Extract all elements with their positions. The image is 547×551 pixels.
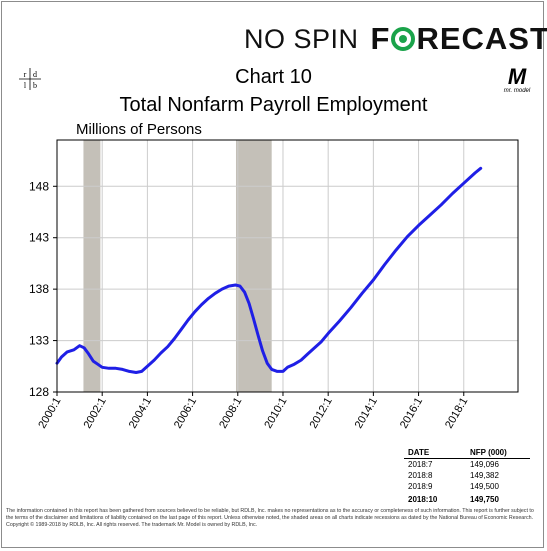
logo-letter: d [33, 70, 37, 79]
x-tick-label: 2010:1 [262, 396, 289, 431]
series-line [55, 166, 483, 374]
y-axis-label: Millions of Persons [76, 121, 202, 138]
latest-values-table: DATE NFP (000) 2018:7 149,096 2018:8 149,38… [404, 448, 530, 505]
x-tick-label: 2014:1 [353, 396, 380, 431]
y-tick-label: 148 [29, 179, 49, 193]
table-row: 2018:9 149,500 [408, 482, 499, 491]
recession-band [83, 140, 101, 392]
y-tick-label: 138 [29, 282, 49, 296]
brand-logo: NO SPIN F RECAST [244, 21, 547, 56]
x-tick-label: 2004:1 [127, 396, 154, 431]
table-header-date: DATE [404, 448, 466, 459]
x-tick-label: 2018:1 [443, 396, 470, 431]
x-tick-label: 2012:1 [308, 396, 335, 431]
brand-part1: NO SPIN [244, 23, 359, 54]
target-icon [391, 27, 416, 51]
logo-letter: l [24, 81, 27, 90]
x-tick-label: 2016:1 [398, 396, 425, 431]
rdlb-logo: r d l b [19, 68, 41, 90]
y-tick-label: 143 [29, 231, 49, 245]
recession-band [235, 140, 272, 392]
mr-model-logo: M mr. model [503, 64, 531, 95]
x-tick-label: 2002:1 [82, 396, 109, 431]
y-tick-label: 128 [29, 385, 49, 399]
chart-title: Chart 10 [235, 66, 312, 88]
chart-subtitle: Total Nonfarm Payroll Employment [119, 94, 428, 116]
y-tick-label: 133 [29, 334, 49, 348]
table-row: 2018:7 149,096 [408, 460, 499, 469]
logo-letter: b [33, 81, 37, 90]
x-tick-label: 2006:1 [172, 396, 199, 431]
brand-part2: F RECAST [370, 21, 547, 56]
plot-border [56, 139, 519, 393]
x-tick-label: 2008:1 [217, 396, 244, 431]
table-row: 2018:8 149,382 [408, 471, 499, 480]
table-row-latest: 2018:10 149,750 [408, 495, 499, 504]
plot-area [57, 140, 518, 392]
x-tick-label: 2000:1 [36, 396, 63, 431]
table-header-nfp: NFP (000) [466, 448, 530, 459]
disclaimer-footer: The information contained in this report… [6, 508, 534, 528]
logo-letter: r [24, 70, 27, 79]
